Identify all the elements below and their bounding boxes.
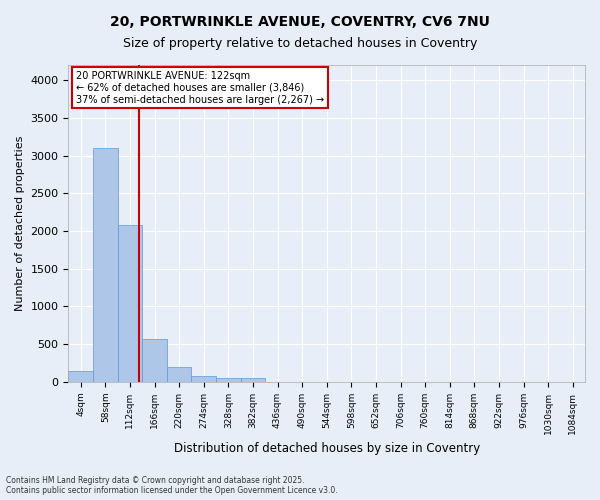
Bar [241, 378, 265, 382]
Bar [191, 376, 216, 382]
Text: 20 PORTWRINKLE AVENUE: 122sqm
← 62% of detached houses are smaller (3,846)
37% o: 20 PORTWRINKLE AVENUE: 122sqm ← 62% of d… [76, 72, 324, 104]
Text: Size of property relative to detached houses in Coventry: Size of property relative to detached ho… [123, 38, 477, 51]
Bar [216, 378, 241, 382]
Bar [167, 366, 191, 382]
Text: 20, PORTWRINKLE AVENUE, COVENTRY, CV6 7NU: 20, PORTWRINKLE AVENUE, COVENTRY, CV6 7N… [110, 15, 490, 29]
X-axis label: Distribution of detached houses by size in Coventry: Distribution of detached houses by size … [173, 442, 480, 455]
Y-axis label: Number of detached properties: Number of detached properties [15, 136, 25, 311]
Text: Contains HM Land Registry data © Crown copyright and database right 2025.
Contai: Contains HM Land Registry data © Crown c… [6, 476, 338, 495]
Bar [68, 372, 93, 382]
Bar [93, 148, 118, 382]
Bar [118, 225, 142, 382]
Bar [142, 339, 167, 382]
